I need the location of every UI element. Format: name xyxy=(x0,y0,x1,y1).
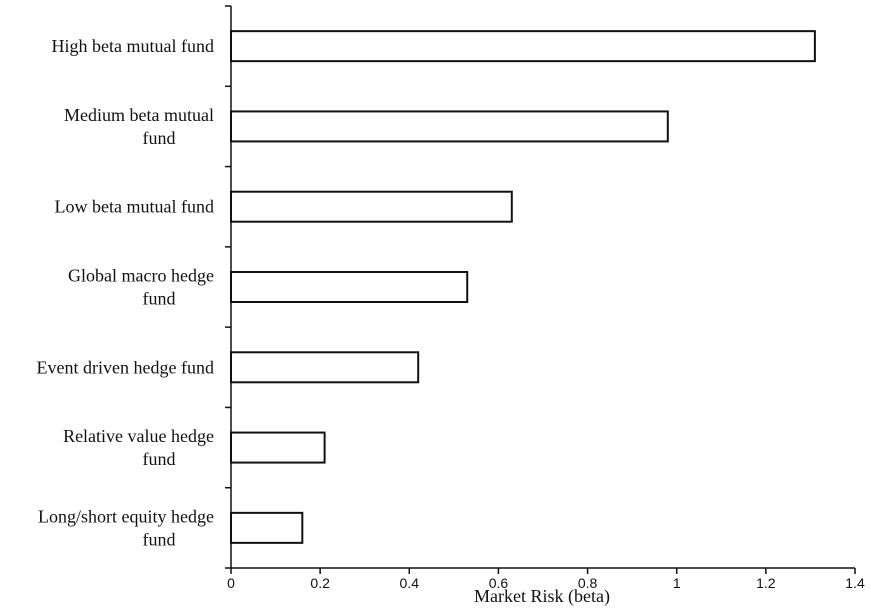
category-label: Relative value hedge fund xyxy=(63,426,214,469)
category-label-line: Long/short equity hedge xyxy=(38,506,214,526)
category-label-line: High beta mutual fund xyxy=(52,36,214,56)
x-tick-label: 0.6 xyxy=(489,575,509,591)
x-tick-label: 1.4 xyxy=(845,575,865,591)
x-tick-label: 0.8 xyxy=(578,575,598,591)
bar xyxy=(230,190,513,223)
category-label: Medium beta mutual fund xyxy=(64,105,214,148)
category-label-line: fund xyxy=(143,128,176,148)
category-label-line: Relative value hedge xyxy=(63,426,214,446)
x-tick-label: 0.4 xyxy=(400,575,420,591)
category-label-line: fund xyxy=(143,289,176,309)
category-label: Event driven hedge fund xyxy=(37,357,214,377)
category-label: Long/short equity hedge fund xyxy=(38,506,214,549)
x-tick-label: 0 xyxy=(227,575,235,591)
bar xyxy=(230,30,816,63)
category-label: Global macro hedge fund xyxy=(68,266,214,309)
category-label-line: Medium beta mutual xyxy=(64,105,214,125)
category-label: High beta mutual fund xyxy=(52,36,214,56)
bar xyxy=(230,431,326,464)
category-label-line: fund xyxy=(143,449,176,469)
category-label-line: Event driven hedge fund xyxy=(37,357,214,377)
x-tick-label: 1.2 xyxy=(756,575,776,591)
x-tick-label: 0.2 xyxy=(310,575,330,591)
x-tick-label: 1 xyxy=(673,575,681,591)
bar xyxy=(230,110,669,143)
bar xyxy=(230,271,469,303)
axes-layer xyxy=(225,5,856,574)
bars-layer xyxy=(230,30,816,544)
labels-layer: High beta mutual fund Medium beta mutual f… xyxy=(37,36,865,591)
bar xyxy=(230,351,420,384)
bar xyxy=(230,511,304,544)
x-axis-title: Market Risk (beta) xyxy=(474,586,610,607)
category-label: Low beta mutual fund xyxy=(55,197,214,217)
category-label-line: Low beta mutual fund xyxy=(55,197,214,217)
category-label-line: fund xyxy=(143,529,176,549)
category-label-line: Global macro hedge xyxy=(68,266,214,286)
